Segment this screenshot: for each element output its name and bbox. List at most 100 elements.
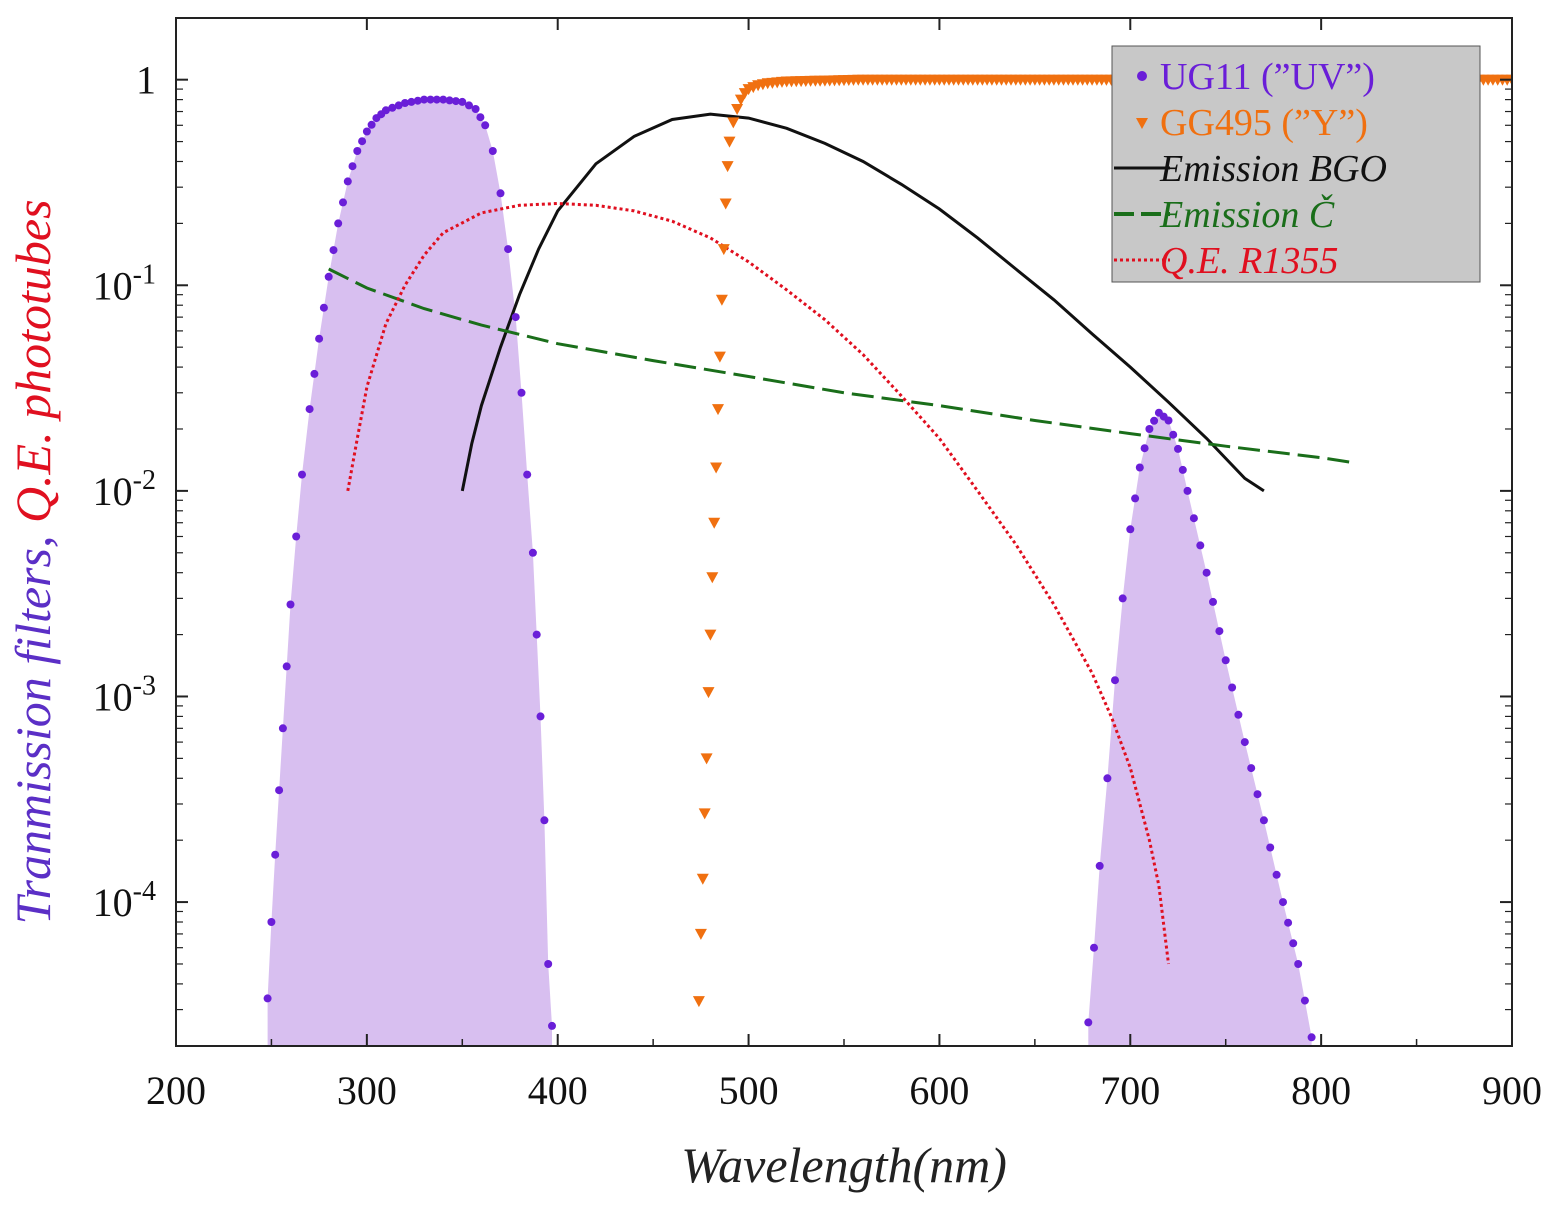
- ug11-point: [426, 95, 435, 104]
- ug11-point: [445, 96, 454, 105]
- ug11-point: [292, 532, 301, 541]
- ug11-point: [523, 470, 532, 479]
- ug11-point: [1084, 1018, 1093, 1027]
- series-lines: [328, 112, 1351, 965]
- y-tick-label: 10-1: [93, 259, 156, 308]
- ug11-point: [504, 245, 513, 254]
- ug11-point: [362, 127, 371, 136]
- y-axis-label-part-2: Q.E. phototubes: [5, 199, 61, 523]
- ug11-point: [1221, 656, 1230, 665]
- legend-entry: Emission BGO: [1114, 148, 1387, 190]
- legend-entry: Q.E. R1355: [1114, 240, 1338, 282]
- x-tick-label: 500: [719, 1068, 779, 1113]
- ug11-point: [367, 120, 376, 129]
- ug11-point: [1140, 444, 1149, 453]
- ug11-point: [1266, 843, 1275, 852]
- ug11-point: [488, 147, 497, 155]
- ug11-point: [324, 272, 333, 281]
- legend-symbol: [1136, 118, 1148, 129]
- legend-entry: GG495 (”Y”): [1136, 102, 1368, 144]
- ug11-point: [310, 369, 319, 378]
- ug11-point: [1289, 939, 1298, 948]
- legend-box: [1111, 45, 1481, 283]
- ug11-point: [1279, 898, 1287, 907]
- gg495-point: [704, 629, 717, 641]
- ug11-point: [1209, 597, 1217, 606]
- ug11-point: [471, 105, 480, 113]
- gg495-point: [692, 996, 705, 1008]
- gg495-point: [698, 808, 711, 820]
- ug11-point: [540, 816, 549, 825]
- legend-symbol: [1137, 71, 1147, 81]
- ug11-point: [481, 121, 490, 130]
- ug11-point: [1145, 425, 1154, 433]
- ug11-point: [1090, 943, 1098, 952]
- series-4-line: [346, 201, 1170, 965]
- ug11-point: [334, 219, 343, 228]
- ug11-point: [271, 850, 280, 859]
- x-tick-label: 200: [146, 1068, 206, 1113]
- gg495-point: [696, 873, 709, 885]
- legend-entry: Emission Č: [1114, 194, 1335, 236]
- legend-dot-icon: [1137, 71, 1147, 81]
- ug11-point: [1189, 514, 1198, 523]
- gg495-point: [713, 351, 726, 363]
- ug11-point: [1300, 996, 1309, 1005]
- ug11-point: [1196, 541, 1205, 550]
- gg495-point: [700, 753, 713, 765]
- ug11-point: [407, 97, 416, 106]
- ug11-point: [339, 198, 347, 207]
- ug11-point: [263, 994, 272, 1003]
- ug11-point: [305, 405, 314, 414]
- ug11-point: [1253, 790, 1262, 799]
- ug11-point: [343, 177, 352, 186]
- ug11-point: [439, 95, 448, 104]
- ug11-point: [286, 600, 295, 609]
- gg495-point: [712, 404, 724, 416]
- x-tick-label: 800: [1291, 1068, 1351, 1113]
- gg495-point: [702, 687, 715, 699]
- ug11-point: [1215, 627, 1224, 636]
- ug11-fill-lobe: [1088, 412, 1312, 1046]
- x-tick-label: 300: [337, 1068, 397, 1113]
- x-tick-label: 600: [909, 1068, 969, 1113]
- x-tick-label: 900: [1482, 1068, 1542, 1113]
- gg495-point: [723, 136, 736, 148]
- series-3-line: [328, 267, 1351, 464]
- axes: 200 300 400 500 600 700 800 900 1 10-1 10-2 10-3 10-…: [93, 18, 1542, 1113]
- legend-entries: UG11 (”UV”)GG495 (”Y”)Emission BGOEmissi…: [1114, 56, 1387, 282]
- ug11-point: [496, 189, 505, 198]
- y-tick-label: 10-2: [93, 465, 156, 514]
- y-tick-label: 10-4: [93, 876, 156, 925]
- ug11-point: [420, 95, 429, 104]
- ug11-point: [451, 97, 460, 106]
- gg495-point: [719, 198, 732, 210]
- ug11-point: [282, 662, 291, 671]
- ug11-point: [1111, 676, 1119, 685]
- ug11-point: [329, 246, 338, 255]
- ug11-point: [1284, 918, 1293, 927]
- y-tick-label: 10-3: [93, 670, 156, 719]
- ug11-point: [517, 388, 526, 397]
- ug11-point: [511, 313, 520, 322]
- legend-entry: UG11 (”UV”): [1137, 56, 1375, 98]
- ug11-point: [1135, 463, 1144, 472]
- legend-label: Emission BGO: [1159, 148, 1387, 190]
- gg495-point: [721, 161, 734, 173]
- ug11-point: [319, 303, 328, 312]
- ug11-point: [1228, 683, 1237, 692]
- legend-label: UG11 (”UV”): [1160, 56, 1375, 98]
- ug11-point: [465, 101, 473, 110]
- ug11-point: [394, 101, 403, 110]
- ug11-point: [1294, 960, 1303, 968]
- ug11-point: [353, 147, 362, 155]
- ug11-point: [548, 1021, 556, 1030]
- gg495-point: [710, 462, 723, 474]
- y-axis-label-part-1: Tranmission filters,: [5, 523, 61, 925]
- ug11-point: [544, 960, 553, 968]
- legend-label: Q.E. R1355: [1160, 240, 1338, 282]
- ug11-point: [1307, 1033, 1316, 1042]
- gg495-point: [731, 104, 744, 115]
- ug11-point: [1103, 774, 1112, 783]
